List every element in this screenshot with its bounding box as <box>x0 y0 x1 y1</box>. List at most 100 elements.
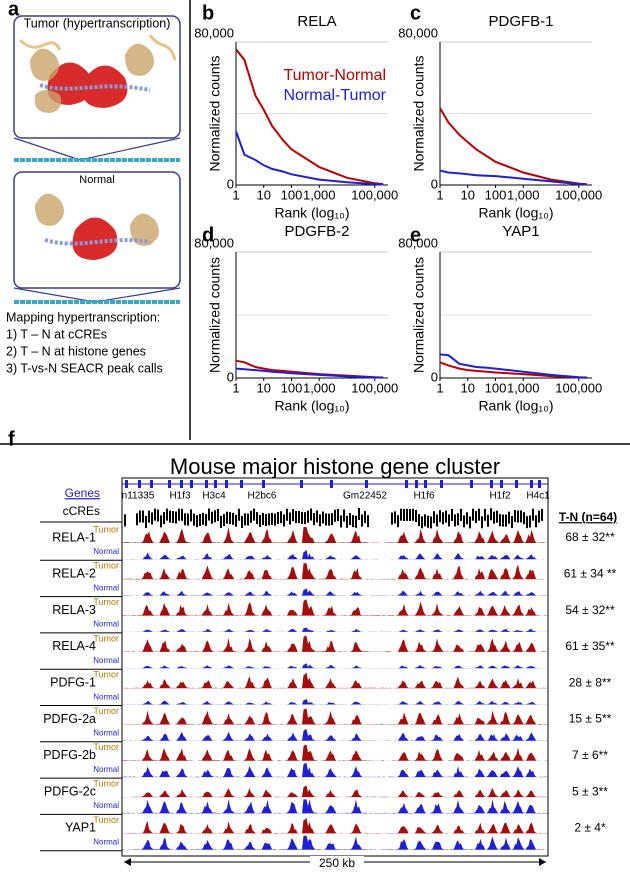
y-tick-label: 0 <box>227 176 234 191</box>
gene-block <box>500 480 503 488</box>
series-line <box>235 367 384 379</box>
ccre-bar <box>478 508 480 521</box>
stat: 68 ± 32** <box>565 530 615 544</box>
panel-label: c <box>410 2 421 24</box>
ccre-bar <box>292 509 294 522</box>
ccre-bar <box>298 511 300 524</box>
y-tick-label: 0 <box>431 369 438 384</box>
normal-label: Normal <box>93 838 119 847</box>
y-tick-label: 80,000 <box>194 25 234 40</box>
ccre-bar <box>496 510 498 523</box>
ccre-bar <box>502 514 504 527</box>
chart-title: RELA <box>297 13 336 30</box>
y-axis-label: Normalized counts <box>411 56 427 172</box>
ccre-bar <box>535 515 537 528</box>
ccre-bar <box>154 508 156 521</box>
ccre-bar <box>511 515 513 528</box>
ccre-bar <box>433 511 435 524</box>
x-tick-label: 1 <box>232 187 239 202</box>
gene-block <box>330 480 333 488</box>
x-tick-label: 1,000 <box>303 187 336 202</box>
sample-label: RELA-4 <box>52 639 96 653</box>
ccre-bar <box>235 514 237 527</box>
y-axis-label: Normalized counts <box>207 56 223 172</box>
gene-block <box>440 480 443 488</box>
signal-track <box>122 663 548 669</box>
gene-block <box>490 480 493 488</box>
y-tick-label: 80,000 <box>398 25 438 40</box>
normal-label: Normal <box>93 583 119 592</box>
gene-block <box>240 480 243 488</box>
gene-block <box>470 480 473 488</box>
ccre-bar <box>196 515 198 528</box>
ccre-bar <box>367 515 369 528</box>
track-label: Genes <box>65 486 100 500</box>
ccre-bar <box>541 508 543 521</box>
ccre-bar <box>274 513 276 526</box>
ccre-bar <box>253 508 255 521</box>
sample-label: RELA-2 <box>52 567 96 581</box>
ccre-bar <box>259 515 261 528</box>
ccre-bar <box>406 508 408 521</box>
x-tick-label: 100 <box>281 380 303 395</box>
ccre-bar <box>169 510 171 523</box>
normal-label: Normal <box>93 620 119 629</box>
gene-block <box>262 480 265 488</box>
ccre-bar <box>403 508 405 521</box>
ccre-bar <box>397 515 399 528</box>
series-line <box>439 353 588 379</box>
ccre-bar <box>445 510 447 523</box>
signal-track <box>122 563 548 580</box>
y-axis-label: Normalized counts <box>207 257 223 373</box>
ccre-bar <box>226 511 228 524</box>
normal-label: Normal <box>93 765 119 774</box>
ccre-bar <box>265 514 267 527</box>
mapping-title: Mapping hypertranscription: <box>6 310 160 324</box>
ccre-bar <box>181 508 183 521</box>
tumor-label: Tumor <box>93 633 119 643</box>
ccre-bar <box>193 513 195 526</box>
ccre-bar <box>493 511 495 524</box>
normal-label: Normal <box>93 729 119 738</box>
sample-label: YAP1 <box>65 821 96 835</box>
gene-block <box>150 480 153 488</box>
normal-label: Normal <box>93 692 119 701</box>
stat: 7 ± 6** <box>572 748 608 762</box>
step: 3) T-vs-N SEACR peak calls <box>6 361 163 375</box>
stat: 54 ± 32** <box>565 603 615 617</box>
ccre-bar <box>352 515 354 528</box>
panel-label: e <box>410 224 421 246</box>
ccre-bar <box>418 514 420 527</box>
gene-name: H1f2 <box>489 491 511 502</box>
ccre-bar <box>484 508 486 521</box>
ccre-bar <box>448 514 450 527</box>
gene-block <box>214 480 217 488</box>
ccre-bar <box>520 510 522 523</box>
panel-label: a <box>8 0 20 20</box>
ccre-bar <box>394 511 396 524</box>
ccre-bar <box>214 510 216 523</box>
x-tick-label: 10 <box>257 187 271 202</box>
ccre-bar <box>499 514 501 527</box>
ccre-bar <box>325 513 327 526</box>
x-tick-label: 1 <box>232 380 239 395</box>
gene-name: n11335 <box>122 491 155 502</box>
ccre-bar <box>142 510 144 523</box>
ccre-bar <box>532 508 534 521</box>
x-axis-label: Rank (log₁₀) <box>478 398 553 414</box>
stat: 61 ± 35** <box>565 639 615 653</box>
gene-block <box>125 480 128 488</box>
x-tick-label: 100,000 <box>351 380 398 395</box>
signal-track <box>122 799 548 814</box>
ccre-bar <box>337 509 339 522</box>
ccre-bar <box>466 512 468 525</box>
signal-track <box>122 817 548 834</box>
stat: 15 ± 5** <box>569 712 612 726</box>
illustration <box>13 15 181 304</box>
stat-header: T-N (n=64) <box>559 510 617 524</box>
ccre-bar <box>160 515 162 528</box>
ccre-bar <box>400 508 402 521</box>
gene-block <box>205 480 208 488</box>
